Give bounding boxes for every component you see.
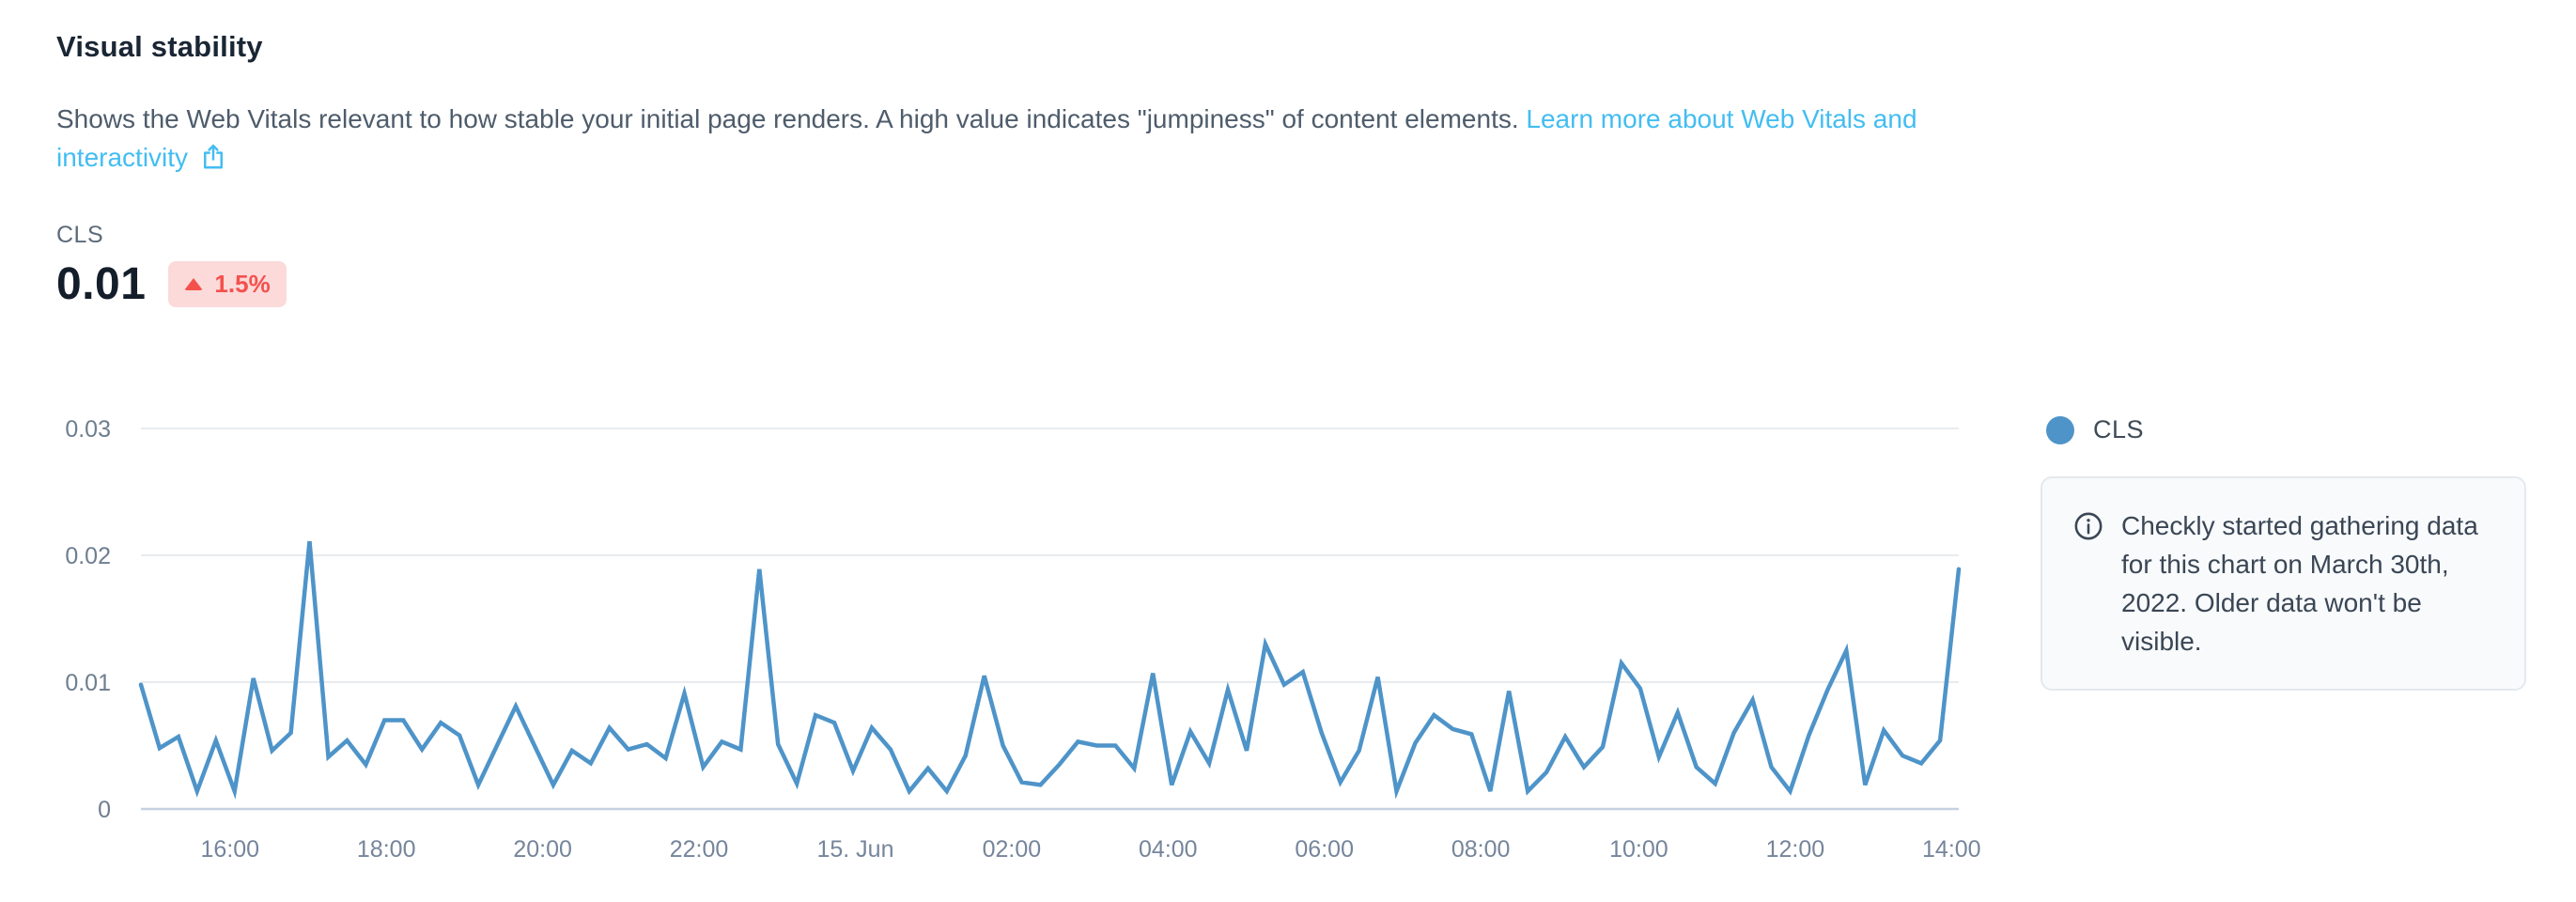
x-axis-tick-label: 12:00	[1766, 836, 1825, 863]
x-axis-tick-label: 22:00	[670, 836, 729, 863]
y-axis-tick-label: 0	[98, 797, 111, 823]
description: Shows the Web Vitals relevant to how sta…	[56, 100, 1921, 177]
legend-label: CLS	[2093, 415, 2145, 443]
y-axis-tick-label: 0.01	[65, 670, 111, 696]
x-axis-tick-label: 10:00	[1609, 836, 1668, 863]
metric-value: 0.01	[56, 259, 147, 309]
y-axis-tick-label: 0.03	[65, 416, 111, 443]
x-axis-tick-label: 14:00	[1922, 836, 1981, 863]
trend-badge: 1.5%	[168, 261, 287, 307]
x-axis-tick-label: 18:00	[357, 836, 416, 863]
metric-row: 0.01 1.5%	[56, 258, 287, 310]
share-icon	[204, 144, 224, 169]
trend-value: 1.5%	[214, 270, 271, 298]
trend-up-icon	[184, 278, 204, 290]
cls-series-line	[138, 540, 1962, 800]
page-title: Visual stability	[56, 30, 263, 63]
info-box: Checkly started gathering data for this …	[2041, 476, 2526, 691]
metric-block: CLS 0.01 1.5%	[56, 222, 287, 310]
legend-dot-cls	[2046, 415, 2074, 444]
x-axis-tick-label: 02:00	[983, 836, 1042, 863]
y-axis-tick-label: 0.02	[65, 543, 111, 569]
x-axis-tick-label: 06:00	[1295, 836, 1354, 863]
x-axis-tick-label: 04:00	[1139, 836, 1198, 863]
legend-item-cls[interactable]: CLS	[2046, 415, 2144, 444]
x-axis-tick-label: 20:00	[513, 836, 572, 863]
description-text: Shows the Web Vitals relevant to how sta…	[56, 104, 1527, 133]
x-axis-tick-label: 08:00	[1451, 836, 1511, 863]
learn-more-label: Learn more about Web Vitals and interact…	[56, 104, 1917, 172]
info-box-text: Checkly started gathering data for this …	[2121, 511, 2478, 656]
learn-more-link[interactable]: Learn more about Web Vitals and interact…	[56, 104, 1917, 172]
metric-label: CLS	[56, 222, 104, 248]
x-axis-tick-label: 15. Jun	[816, 836, 893, 863]
info-icon	[2072, 510, 2104, 547]
cls-line-chart[interactable]: 0 0.01 0.02 0.03 16:00 18:00 20:00 22:00 15. Jun…	[0, 395, 2039, 902]
x-axis-tick-label: 16:00	[201, 836, 260, 863]
